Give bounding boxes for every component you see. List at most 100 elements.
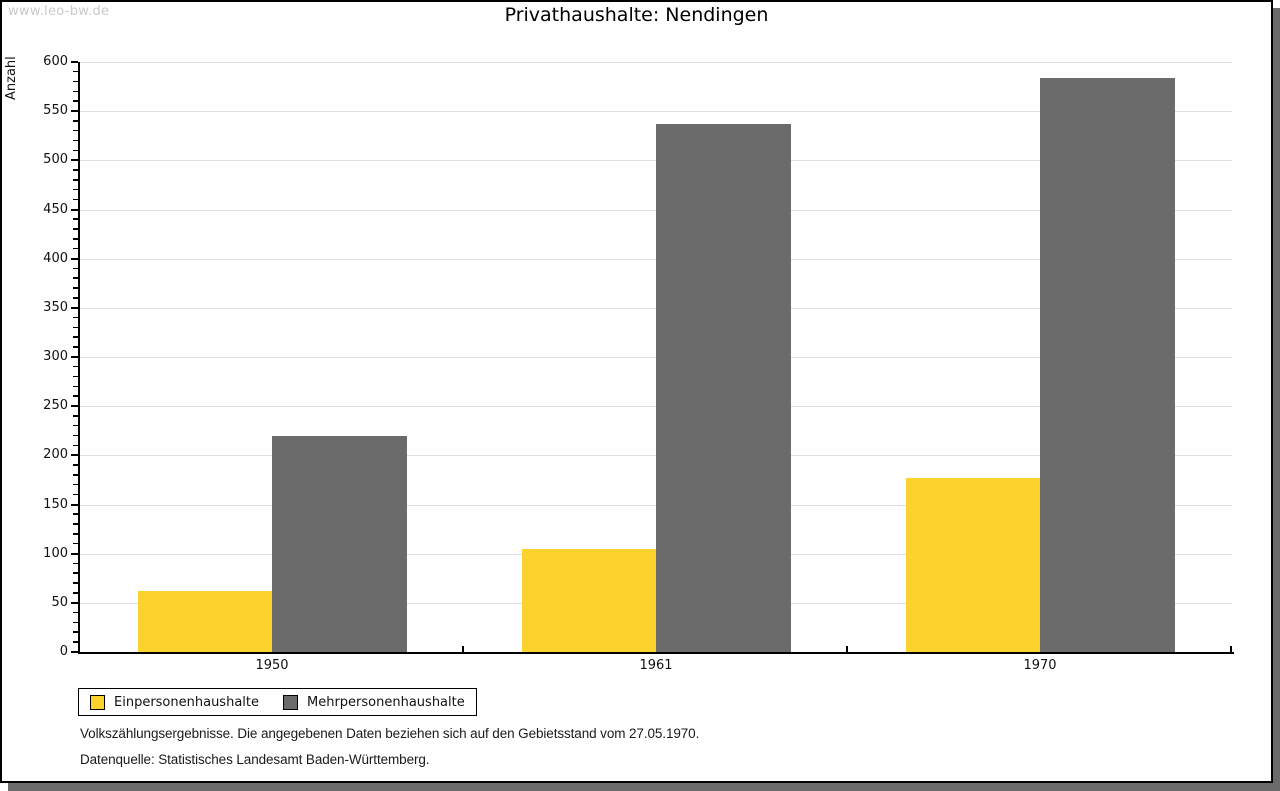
y-minor-tick-140 (73, 513, 78, 515)
page-shadow-bottom (8, 783, 1280, 791)
y-minor-tick-570 (73, 90, 78, 92)
y-minor-tick-130 (73, 523, 78, 525)
y-minor-tick-110 (73, 542, 78, 545)
y-major-tick-0 (71, 651, 78, 653)
y-minor-tick-340 (73, 316, 78, 319)
y-minor-tick-360 (73, 297, 78, 299)
y-tick-label-100: 100 (43, 545, 68, 561)
y-minor-tick-590 (73, 70, 78, 73)
y-tick-label-150: 150 (43, 496, 68, 512)
y-minor-tick-480 (73, 179, 78, 181)
y-minor-tick-10 (73, 641, 78, 643)
y-minor-tick-520 (73, 139, 78, 142)
y-minor-tick-230 (73, 424, 78, 427)
gridline-600 (80, 62, 1232, 63)
legend-label: Mehrpersonenhaushalte (307, 694, 465, 710)
y-tick-label-550: 550 (43, 103, 68, 119)
y-major-tick-450 (71, 208, 78, 211)
page-shadow-right (1273, 8, 1280, 791)
bar-einpersonenhaushalte-1961 (522, 549, 656, 652)
y-minor-tick-70 (73, 582, 78, 584)
y-minor-tick-190 (73, 464, 78, 466)
y-tick-label-50: 50 (51, 594, 68, 610)
y-minor-tick-260 (73, 395, 78, 397)
y-minor-tick-540 (73, 120, 78, 122)
y-major-tick-400 (71, 257, 78, 260)
legend-entry-mehrpersonenhaushalte: Mehrpersonenhaushalte (283, 694, 465, 710)
y-minor-tick-210 (73, 444, 78, 446)
x-category-label-1961: 1961 (639, 658, 673, 673)
y-axis-label: Anzahl (4, 56, 19, 100)
y-minor-tick-410 (73, 247, 78, 250)
y-minor-tick-280 (73, 375, 78, 378)
bar-mehrpersonenhaushalte-1961 (656, 124, 791, 652)
y-minor-tick-370 (73, 287, 78, 289)
y-major-tick-600 (71, 61, 78, 63)
y-minor-tick-270 (73, 385, 78, 387)
gridline-550 (80, 111, 1232, 113)
y-minor-tick-60 (73, 592, 78, 594)
y-minor-tick-20 (73, 631, 78, 633)
y-major-tick-350 (71, 306, 78, 309)
y-minor-tick-390 (73, 267, 78, 269)
y-major-tick-300 (71, 356, 78, 358)
y-minor-tick-120 (73, 533, 78, 535)
legend: Einpersonenhaushalte Mehrpersonenhaushal… (78, 688, 477, 716)
y-major-tick-250 (71, 405, 78, 408)
y-minor-tick-40 (73, 611, 78, 614)
y-major-tick-50 (71, 601, 78, 604)
y-minor-tick-240 (73, 415, 78, 417)
y-major-tick-200 (71, 454, 78, 457)
y-minor-tick-430 (73, 228, 78, 230)
bar-mehrpersonenhaushalte-1970 (1040, 78, 1175, 652)
y-minor-tick-310 (73, 346, 78, 348)
y-major-tick-150 (71, 503, 78, 506)
y-minor-tick-440 (73, 218, 78, 220)
y-tick-label-200: 200 (43, 447, 68, 463)
y-tick-label-600: 600 (43, 54, 68, 69)
legend-entry-einpersonenhaushalte: Einpersonenhaushalte (90, 694, 259, 710)
y-tick-label-350: 350 (43, 299, 68, 315)
bar-einpersonenhaushalte-1970 (906, 478, 1040, 652)
y-minor-tick-90 (73, 562, 78, 564)
legend-label: Einpersonenhaushalte (114, 694, 259, 710)
y-major-tick-500 (71, 159, 78, 162)
y-tick-label-250: 250 (43, 398, 68, 414)
footnote-geography: Volkszählungsergebnisse. Die angegebenen… (80, 726, 700, 741)
y-minor-tick-580 (73, 80, 78, 83)
y-minor-tick-530 (73, 129, 78, 132)
chart-title: Privathaushalte: Nendingen (504, 4, 769, 26)
watermark: www.leo-bw.de (8, 4, 110, 19)
y-minor-tick-460 (73, 198, 78, 201)
x-boundary-tick-1 (462, 646, 464, 652)
legend-swatch-gray (283, 694, 298, 710)
y-tick-label-400: 400 (43, 250, 68, 266)
x-category-label-1970: 1970 (1023, 658, 1057, 673)
y-tick-label-500: 500 (43, 152, 68, 168)
y-major-tick-550 (71, 110, 78, 113)
y-minor-tick-290 (73, 365, 78, 368)
y-minor-tick-510 (73, 149, 78, 151)
x-boundary-tick-2 (846, 646, 848, 652)
x-boundary-tick-3 (1230, 646, 1232, 652)
y-minor-tick-160 (73, 493, 78, 496)
y-minor-tick-30 (73, 621, 78, 623)
y-minor-tick-420 (73, 238, 78, 240)
y-major-tick-100 (71, 552, 78, 555)
y-minor-tick-560 (73, 100, 78, 102)
y-minor-tick-80 (73, 572, 78, 574)
y-minor-tick-320 (73, 336, 78, 338)
y-minor-tick-490 (73, 169, 78, 171)
footnote-source: Datenquelle: Statistisches Landesamt Bad… (80, 752, 430, 767)
y-tick-label-300: 300 (43, 349, 68, 364)
y-minor-tick-470 (73, 188, 78, 191)
y-minor-tick-170 (73, 483, 78, 486)
y-tick-label-0: 0 (59, 644, 68, 659)
y-minor-tick-330 (73, 326, 78, 328)
y-tick-label-450: 450 (43, 201, 68, 217)
y-minor-tick-180 (73, 474, 78, 476)
bar-einpersonenhaushalte-1950 (138, 591, 272, 652)
legend-swatch-yellow (90, 694, 105, 710)
plot-area: 1950 1961 1970 0 50 100 150 200 250 300 350 400 450 5… (43, 54, 1234, 673)
